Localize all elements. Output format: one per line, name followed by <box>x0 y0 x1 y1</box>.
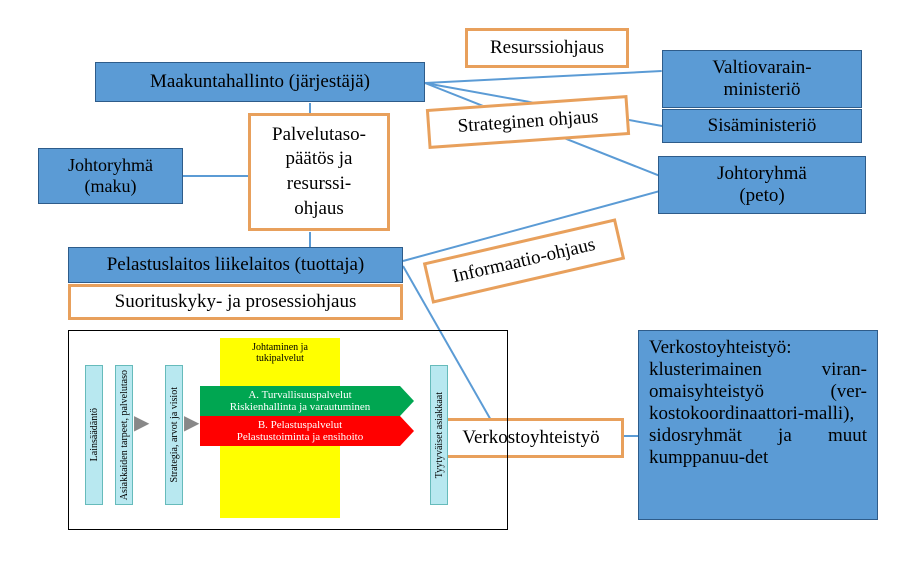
grey-arrow-2: ▶ <box>184 410 199 435</box>
grey-arrow-1: ▶ <box>134 410 149 435</box>
label: Tyytyväiset asiakkaat <box>434 392 445 478</box>
node-sisaministerio: Sisäministeriö <box>662 109 862 143</box>
node-strateginen-ohjaus: Strateginen ohjaus <box>426 95 630 149</box>
label: Johtaminen ja tukipalvelut <box>252 342 308 364</box>
node-valtiovarainministerio: Valtiovarain- ministeriö <box>662 50 862 108</box>
cyan-bar-strategia: Strategia, arvot ja visiot <box>165 365 183 505</box>
cyan-bar-lainsaadanto: Lainsäädäntö <box>85 365 103 505</box>
node-verkostoyhteistyo-desc: Verkostoyhteistyö: klusterimainen viran-… <box>638 330 878 520</box>
node-johtoryhma-peto: Johtoryhmä (peto) <box>658 156 866 214</box>
label: Lainsäädäntö <box>89 408 100 461</box>
inner-red-arrow-tip <box>400 416 414 446</box>
connector-line <box>183 175 248 177</box>
label: Palvelutaso- päätös ja resurssi- ohjaus <box>272 123 366 222</box>
inner-green-arrow-tip <box>400 386 414 416</box>
label: Verkostoyhteistyö: klusterimainen viran-… <box>649 337 867 469</box>
label: Maakuntahallinto (järjestäjä) <box>150 71 370 93</box>
label-a: A. Turvallisuuspalvelut <box>248 389 351 401</box>
label: Johtoryhmä (maku) <box>68 155 153 197</box>
label: Asiakkaiden tarpeet, palvelutaso <box>119 370 130 500</box>
label: Sisäministeriö <box>708 115 817 137</box>
label: Resurssiohjaus <box>490 37 604 59</box>
node-suorituskyky: Suorituskyky- ja prosessiohjaus <box>68 284 403 320</box>
node-johtoryhma-maku: Johtoryhmä (maku) <box>38 148 183 204</box>
cyan-bar-tyytyvaiset: Tyytyväiset asiakkaat <box>430 365 448 505</box>
inner-red-arrow: B. Pelastuspalvelut Pelastustoiminta ja … <box>200 416 400 446</box>
node-palvelutasopaatos: Palvelutaso- päätös ja resurssi- ohjaus <box>248 113 390 231</box>
label-b: Pelastustoiminta ja ensihoito <box>237 431 364 443</box>
node-pelastuslaitos: Pelastuslaitos liikelaitos (tuottaja) <box>68 247 403 283</box>
label: Pelastuslaitos liikelaitos (tuottaja) <box>107 254 365 276</box>
node-resurssiohjaus: Resurssiohjaus <box>465 28 629 68</box>
label-a: B. Pelastuspalvelut <box>258 419 342 431</box>
label-b: Riskienhallinta ja varautuminen <box>230 401 371 413</box>
label: Suorituskyky- ja prosessiohjaus <box>115 291 357 313</box>
cyan-bar-asiakkaiden: Asiakkaiden tarpeet, palvelutaso <box>115 365 133 505</box>
label: Strategia, arvot ja visiot <box>169 387 180 483</box>
node-informaatio-ohjaus: Informaatio-ohjaus <box>423 218 625 303</box>
label: Valtiovarain- ministeriö <box>712 57 811 101</box>
connector-line <box>425 70 662 84</box>
connector-line <box>309 232 311 248</box>
node-maakuntahallinto: Maakuntahallinto (järjestäjä) <box>95 62 425 102</box>
label: Strateginen ohjaus <box>457 106 599 138</box>
inner-green-arrow: A. Turvallisuuspalvelut Riskienhallinta … <box>200 386 400 416</box>
label: Johtoryhmä (peto) <box>717 163 807 207</box>
